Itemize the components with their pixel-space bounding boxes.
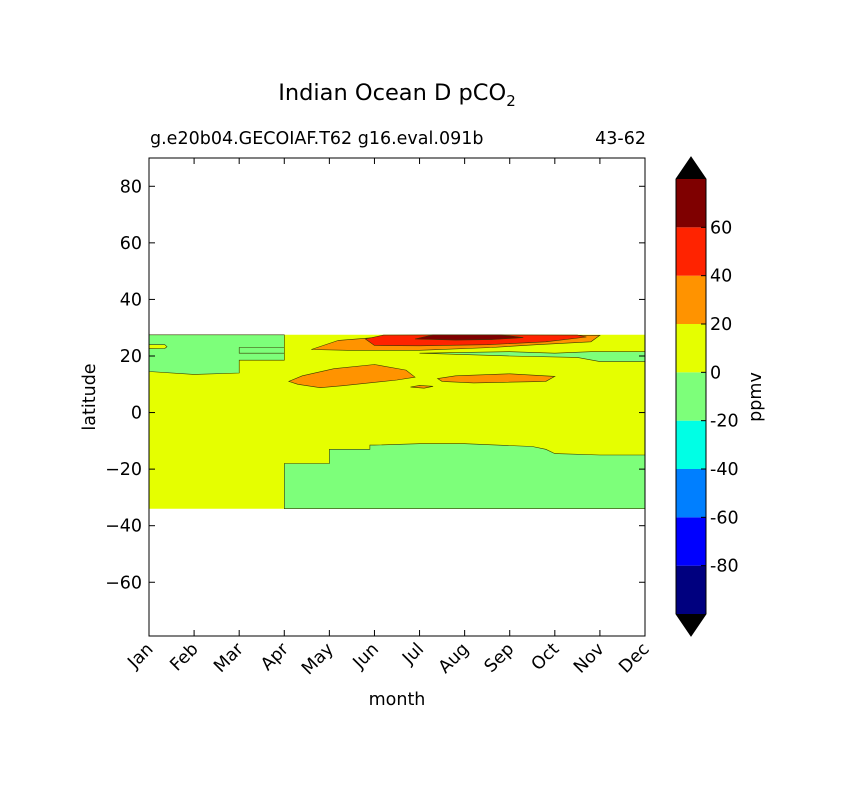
x-axis-label: month <box>369 690 426 710</box>
contour-region-jul-positive <box>410 385 434 389</box>
x-tick-label: Feb <box>167 639 203 675</box>
colorbar-tick-label: -40 <box>710 460 739 480</box>
colorbar-segment <box>676 565 706 614</box>
colorbar-tick-label: -20 <box>710 412 739 432</box>
y-tick-label: 40 <box>120 290 142 310</box>
colorbar-label: ppmv <box>746 372 766 422</box>
x-tick-label: Jul <box>398 639 428 669</box>
colorbar-segment <box>676 324 706 373</box>
chart-subtitle-right: 43-62 <box>595 129 646 149</box>
x-tick-label: Apr <box>257 639 293 675</box>
x-tick-label: Jun <box>349 639 383 673</box>
chart-title: Indian Ocean D pCO2 <box>278 80 515 110</box>
plot-area: 80 60 40 20 0 −20 −40 −60 Jan Feb Mar Apr May Jun Jul… <box>105 157 654 679</box>
colorbar-tick-label: 20 <box>710 315 732 335</box>
colorbar-segment <box>676 227 706 276</box>
x-tick-label: Jan <box>124 639 158 673</box>
colorbar-tick-label: 0 <box>710 363 721 383</box>
colorbar-segment <box>676 517 706 566</box>
x-tick-label: Oct <box>528 639 564 675</box>
y-tick-label: −60 <box>105 573 142 593</box>
colorbar-extend-max <box>676 157 706 179</box>
colorbar-segment <box>676 469 706 518</box>
x-tick-label: Aug <box>435 639 473 677</box>
chart-subtitle-left: g.e20b04.GECOIAF.T62 g16.eval.091b <box>150 129 483 149</box>
colorbar-tick-label: 40 <box>710 267 732 287</box>
colorbar-extend-min <box>676 614 706 636</box>
y-axis-label: latitude <box>80 363 100 430</box>
colorbar-tick-label: -80 <box>710 557 739 577</box>
chart-title-subscript: 2 <box>506 92 516 110</box>
colorbar-segment <box>676 372 706 421</box>
x-tick-label: Mar <box>210 639 248 677</box>
x-tick-label: Sep <box>481 639 518 676</box>
colorbar-tick-label: -60 <box>710 508 739 528</box>
y-tick-label: −20 <box>105 460 142 480</box>
contour-region-north-peak <box>414 334 524 341</box>
plot-frame <box>148 157 646 637</box>
contour-regions <box>149 334 645 510</box>
y-tick-label: 80 <box>120 177 142 197</box>
x-tick-label: Nov <box>570 639 608 677</box>
y-tick-label: −40 <box>105 517 142 537</box>
contour-region-northwest-low <box>149 334 285 375</box>
y-tick-label: 0 <box>131 404 142 424</box>
colorbar-segment <box>676 179 706 228</box>
chart-title-main: Indian Ocean D pCO <box>278 80 506 106</box>
x-tick-label: May <box>298 639 338 679</box>
contour-region-south-low <box>283 443 645 510</box>
colorbar-segment <box>676 420 706 469</box>
x-tick-label: Dec <box>615 639 653 677</box>
contour-region-northwest-island <box>149 344 168 349</box>
contour-region-northeast-low <box>419 351 645 362</box>
contour-region-aug-positive <box>436 373 556 384</box>
y-tick-label: 20 <box>120 347 142 367</box>
y-axis: 80 60 40 20 0 −20 −40 −60 <box>105 177 645 593</box>
contour-region-may-positive <box>287 364 416 389</box>
colorbar-outline <box>675 156 707 637</box>
colorbar-segment <box>676 275 706 324</box>
colorbar: 60 40 20 0 -20 -40 -60 -80 <box>675 156 739 637</box>
colorbar-tick-label: 60 <box>710 218 732 238</box>
y-tick-label: 60 <box>120 234 142 254</box>
